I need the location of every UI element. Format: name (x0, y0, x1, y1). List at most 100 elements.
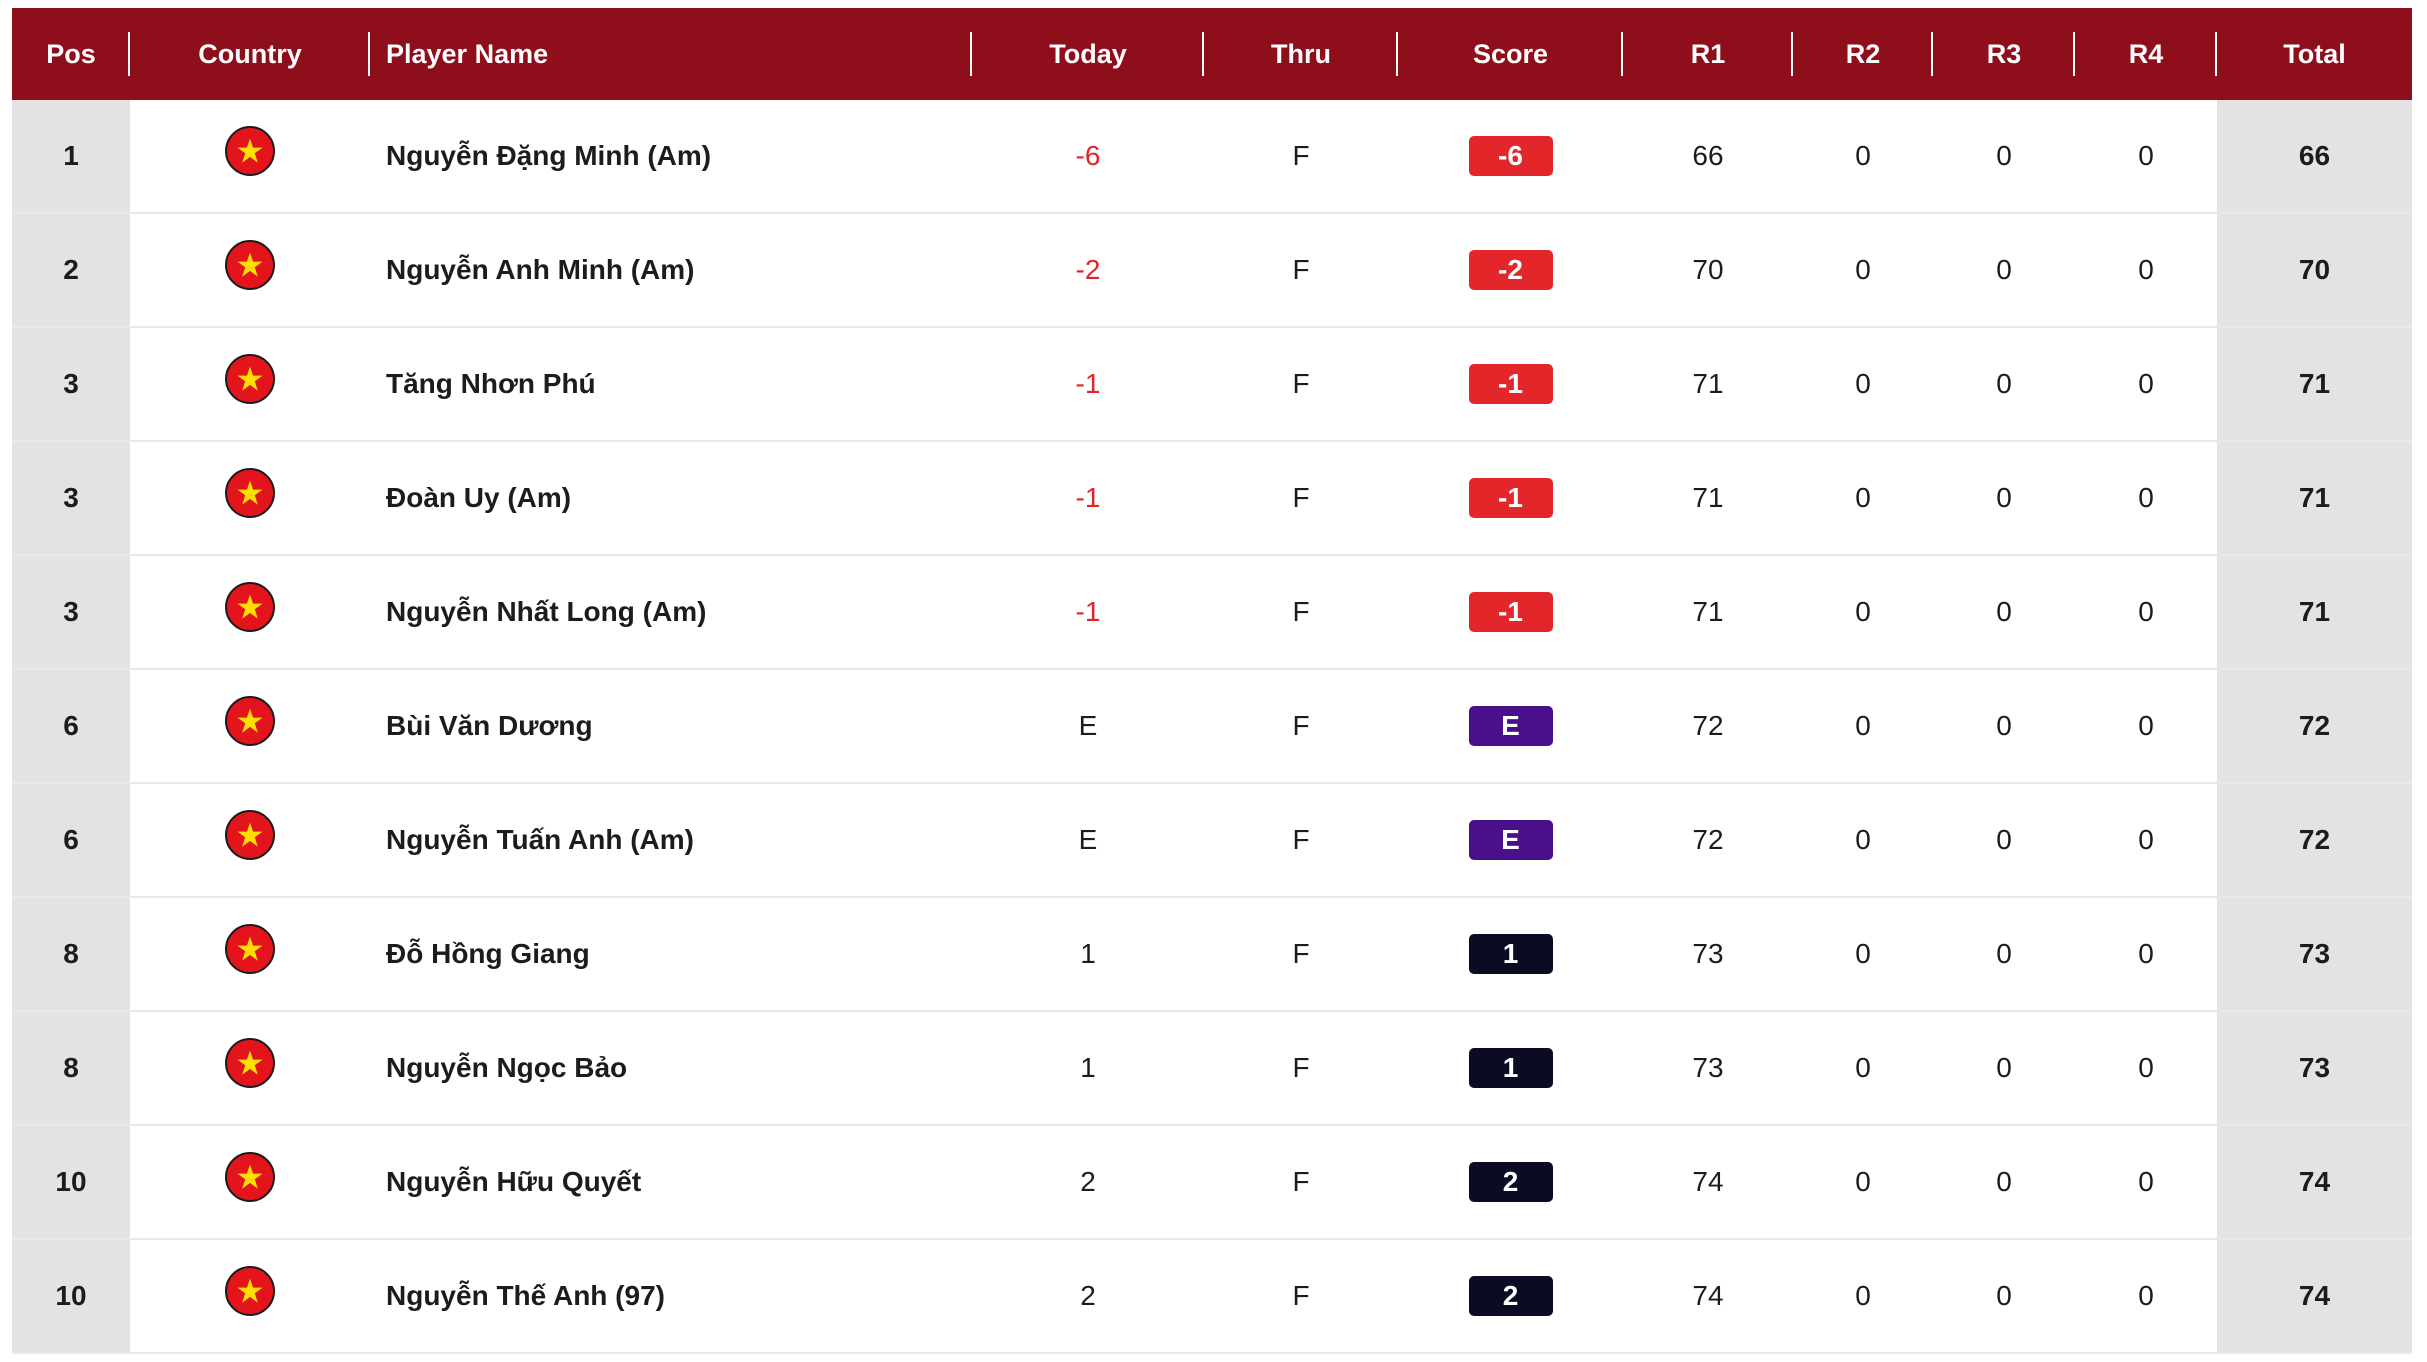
country-cell (130, 442, 370, 554)
score-badge: E (1468, 820, 1553, 860)
header-today[interactable]: Today (972, 8, 1204, 100)
header-pos[interactable]: Pos (12, 8, 130, 100)
score-cell: -1 (1398, 442, 1623, 554)
thru-value: F (1292, 710, 1310, 741)
score-cell: 2 (1398, 1126, 1623, 1238)
round-1-score: 73 (1692, 1052, 1724, 1083)
table-row[interactable]: 8 Đỗ Hồng Giang 1 F 1 73 0 0 0 73 (12, 898, 2412, 1012)
today-score: 2 (1080, 1280, 1096, 1311)
round-1-score: 70 (1692, 254, 1724, 285)
vietnam-flag-icon (225, 810, 275, 860)
round-2-score: 0 (1855, 824, 1871, 855)
thru-value: F (1292, 1166, 1310, 1197)
position-cell: 10 (12, 1126, 130, 1238)
header-thru[interactable]: Thru (1204, 8, 1398, 100)
header-score[interactable]: Score (1398, 8, 1623, 100)
vietnam-flag-icon (225, 1038, 275, 1088)
score-badge: -1 (1468, 364, 1553, 404)
player-name[interactable]: Nguyễn Hữu Quyết (386, 1166, 642, 1197)
thru-value: F (1292, 1280, 1310, 1311)
header-r4[interactable]: R4 (2075, 8, 2217, 100)
round-4-score: 0 (2138, 710, 2154, 741)
player-name[interactable]: Nguyễn Thế Anh (97) (386, 1280, 665, 1311)
vietnam-flag-icon (225, 354, 275, 404)
round-1-score: 72 (1692, 824, 1724, 855)
round-2-score: 0 (1855, 368, 1871, 399)
round-4-score: 0 (2138, 368, 2154, 399)
table-row[interactable]: 3 Nguyễn Nhất Long (Am) -1 F -1 71 0 0 0… (12, 556, 2412, 670)
total-score: 72 (2217, 670, 2412, 782)
vietnam-flag-icon (225, 126, 275, 176)
header-r2[interactable]: R2 (1793, 8, 1933, 100)
score-cell: 1 (1398, 1012, 1623, 1124)
round-4-score: 0 (2138, 140, 2154, 171)
total-score: 71 (2217, 328, 2412, 440)
position-cell: 1 (12, 100, 130, 212)
table-row[interactable]: 3 Tăng Nhơn Phú -1 F -1 71 0 0 0 71 (12, 328, 2412, 442)
country-cell (130, 784, 370, 896)
position-cell: 6 (12, 670, 130, 782)
player-name[interactable]: Nguyễn Nhất Long (Am) (386, 596, 707, 627)
round-3-score: 0 (1996, 254, 2012, 285)
thru-value: F (1292, 938, 1310, 969)
header-player-name[interactable]: Player Name (370, 8, 972, 100)
table-body: 1 Nguyễn Đặng Minh (Am) -6 F -6 66 0 0 0… (12, 100, 2412, 1354)
player-name[interactable]: Đoàn Uy (Am) (386, 482, 572, 513)
round-2-score: 0 (1855, 938, 1871, 969)
total-score: 74 (2217, 1240, 2412, 1352)
player-name[interactable]: Tăng Nhơn Phú (386, 368, 596, 399)
player-name[interactable]: Đỗ Hồng Giang (386, 938, 590, 969)
country-cell (130, 1012, 370, 1124)
country-cell (130, 328, 370, 440)
today-score: -1 (1075, 482, 1101, 513)
table-row[interactable]: 10 Nguyễn Hữu Quyết 2 F 2 74 0 0 0 74 (12, 1126, 2412, 1240)
round-2-score: 0 (1855, 1166, 1871, 1197)
country-cell (130, 556, 370, 668)
round-2-score: 0 (1855, 140, 1871, 171)
header-r1[interactable]: R1 (1623, 8, 1793, 100)
header-total[interactable]: Total (2283, 38, 2346, 69)
table-row[interactable]: 8 Nguyễn Ngọc Bảo 1 F 1 73 0 0 0 73 (12, 1012, 2412, 1126)
round-2-score: 0 (1855, 482, 1871, 513)
header-country[interactable]: Country (130, 8, 370, 100)
round-4-score: 0 (2138, 482, 2154, 513)
today-score: E (1078, 824, 1098, 855)
score-badge: -2 (1468, 250, 1553, 290)
score-badge: -6 (1468, 136, 1553, 176)
score-cell: E (1398, 784, 1623, 896)
thru-value: F (1292, 482, 1310, 513)
country-cell (130, 898, 370, 1010)
table-row[interactable]: 3 Đoàn Uy (Am) -1 F -1 71 0 0 0 71 (12, 442, 2412, 556)
player-name[interactable]: Nguyễn Anh Minh (Am) (386, 254, 695, 285)
round-3-score: 0 (1996, 710, 2012, 741)
today-score: E (1078, 710, 1098, 741)
score-cell: 1 (1398, 898, 1623, 1010)
header-r3[interactable]: R3 (1933, 8, 2075, 100)
round-1-score: 71 (1692, 368, 1724, 399)
today-score: -1 (1075, 368, 1101, 399)
table-row[interactable]: 6 Bùi Văn Dương E F E 72 0 0 0 72 (12, 670, 2412, 784)
table-row[interactable]: 2 Nguyễn Anh Minh (Am) -2 F -2 70 0 0 0 … (12, 214, 2412, 328)
position-cell: 3 (12, 556, 130, 668)
player-name[interactable]: Nguyễn Đặng Minh (Am) (386, 140, 712, 171)
total-score: 73 (2217, 1012, 2412, 1124)
score-cell: -1 (1398, 328, 1623, 440)
round-1-score: 74 (1692, 1166, 1724, 1197)
round-3-score: 0 (1996, 824, 2012, 855)
player-name[interactable]: Nguyễn Tuấn Anh (Am) (386, 824, 694, 855)
round-1-score: 74 (1692, 1280, 1724, 1311)
position-cell: 3 (12, 328, 130, 440)
round-2-score: 0 (1855, 1280, 1871, 1311)
position-cell: 2 (12, 214, 130, 326)
score-cell: -6 (1398, 100, 1623, 212)
table-row[interactable]: 1 Nguyễn Đặng Minh (Am) -6 F -6 66 0 0 0… (12, 100, 2412, 214)
round-2-score: 0 (1855, 596, 1871, 627)
score-badge: -1 (1468, 592, 1553, 632)
round-4-score: 0 (2138, 1280, 2154, 1311)
table-row[interactable]: 6 Nguyễn Tuấn Anh (Am) E F E 72 0 0 0 72 (12, 784, 2412, 898)
table-row[interactable]: 10 Nguyễn Thế Anh (97) 2 F 2 74 0 0 0 74 (12, 1240, 2412, 1354)
position-cell: 6 (12, 784, 130, 896)
round-4-score: 0 (2138, 596, 2154, 627)
player-name[interactable]: Nguyễn Ngọc Bảo (386, 1052, 628, 1083)
player-name[interactable]: Bùi Văn Dương (386, 710, 593, 741)
